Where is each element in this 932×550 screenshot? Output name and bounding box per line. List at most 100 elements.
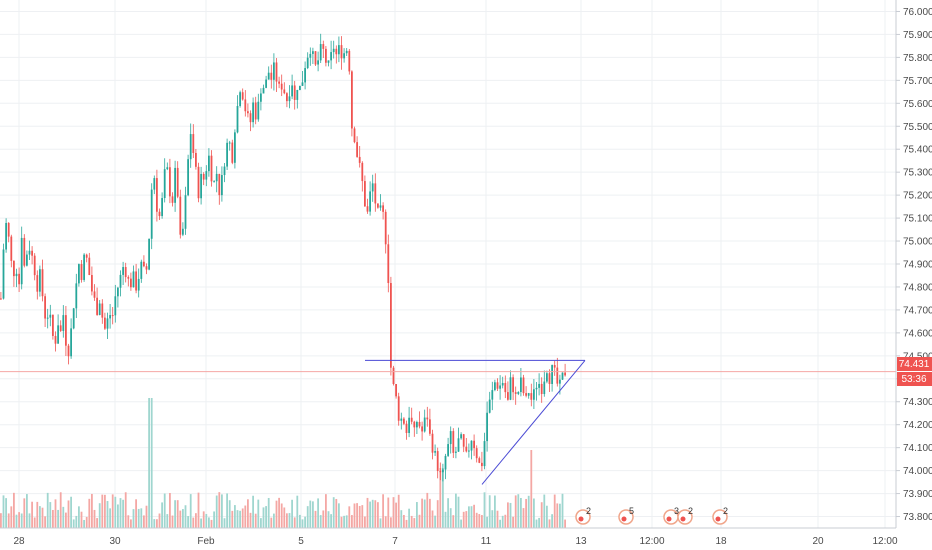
volume-bar [205, 513, 208, 528]
volume-bar [28, 513, 31, 528]
candle-body [75, 283, 78, 309]
candle-body [457, 438, 460, 452]
candle-body [18, 273, 20, 285]
candle-body [205, 171, 208, 180]
candle-body [46, 317, 49, 319]
candle-body [423, 417, 426, 432]
volume-bar [514, 495, 517, 528]
candle-body [504, 382, 507, 393]
candle-body [475, 448, 478, 459]
volume-bar [140, 508, 143, 528]
volume-bar [13, 492, 15, 528]
volume-bar [538, 517, 540, 528]
triangle-pattern[interactable] [365, 359, 586, 485]
volume-bar [254, 513, 257, 528]
volume-bar [7, 513, 10, 528]
volume-bar [218, 492, 221, 528]
candle-body [335, 48, 338, 55]
event-marker-dot [666, 516, 672, 522]
candle-body [7, 222, 10, 237]
volume-bar [52, 509, 54, 528]
candle-body [231, 142, 234, 163]
volume-bar [62, 506, 65, 528]
volume-bar [15, 514, 18, 528]
x-tick-label: 11 [481, 536, 492, 547]
candle-body [122, 267, 124, 275]
volume-bar [301, 519, 304, 528]
candle-body [408, 417, 410, 433]
volume-bar [353, 503, 356, 528]
candle-body [101, 303, 104, 318]
volume-bar [57, 509, 59, 528]
volume-bar [96, 518, 98, 528]
candle-body [114, 296, 117, 316]
volume-bar [358, 505, 361, 528]
candle-body [400, 418, 403, 421]
volume-bar [283, 507, 286, 528]
candle-body [317, 60, 319, 65]
candle-body [150, 189, 153, 239]
price-axis[interactable]: 73.800 73.900 74.000 74.100 74.200 74.300 74.4… [896, 7, 932, 523]
volume-bar [223, 518, 226, 528]
volume-bar [533, 498, 535, 528]
y-tick-label: 74.900 [903, 260, 932, 271]
volume-bar [46, 492, 49, 528]
x-tick-label: 20 [812, 536, 824, 547]
candle-body [325, 48, 327, 63]
volume-bar [153, 519, 156, 528]
candle-body [434, 451, 436, 453]
candle-body [306, 57, 309, 69]
volume-bar [148, 398, 150, 528]
countdown-label: 53:36 [901, 374, 926, 385]
volume-bar [501, 515, 504, 528]
volume-bar [530, 450, 533, 528]
volume-bar [247, 499, 249, 528]
volume-bar [127, 515, 130, 528]
candle-body [140, 261, 143, 279]
volume-bar [106, 501, 109, 528]
y-tick-label: 75.300 [903, 168, 932, 179]
candle-body [291, 85, 293, 97]
candle-body [197, 166, 200, 199]
volume-bar [332, 497, 335, 528]
y-tick-label: 75.900 [903, 30, 932, 41]
volume-bar [416, 502, 418, 528]
candle-body [481, 462, 483, 467]
candle-body [522, 377, 525, 394]
y-tick-label: 75.500 [903, 122, 932, 133]
volume-bar [561, 493, 564, 528]
candle-body [153, 178, 156, 190]
volume-bar [423, 499, 426, 528]
volume-bar [527, 495, 530, 528]
volume-bar [390, 517, 392, 528]
time-axis[interactable]: 28 30 Feb 5 7 11 13 12:00 18 20 12:00 [13, 536, 898, 547]
candle-body [218, 173, 221, 196]
candle-body [267, 72, 270, 80]
volume-bar [270, 517, 273, 528]
candle-body [301, 82, 304, 86]
volume-bar [418, 514, 421, 528]
volume-bar [507, 502, 509, 528]
candle-body [449, 431, 452, 445]
candle-body [252, 102, 254, 123]
event-marker-count: 3 [674, 506, 679, 516]
volume-bar [512, 516, 514, 528]
volume-bar [210, 519, 213, 528]
volume-bar [553, 494, 556, 528]
volume-bar [413, 518, 416, 528]
candle-body [538, 383, 540, 388]
candle-body [202, 173, 205, 180]
volume-bar [408, 508, 410, 528]
volume-bar [499, 519, 501, 528]
candle-body [257, 101, 260, 120]
candle-body [312, 51, 314, 54]
candle-body [286, 93, 288, 102]
volume-bar [286, 513, 288, 528]
volume-bar [366, 497, 369, 528]
volume-bar [494, 495, 496, 528]
volume-bar [18, 512, 20, 528]
volume-bar [145, 505, 148, 528]
volume-bar [421, 498, 423, 528]
